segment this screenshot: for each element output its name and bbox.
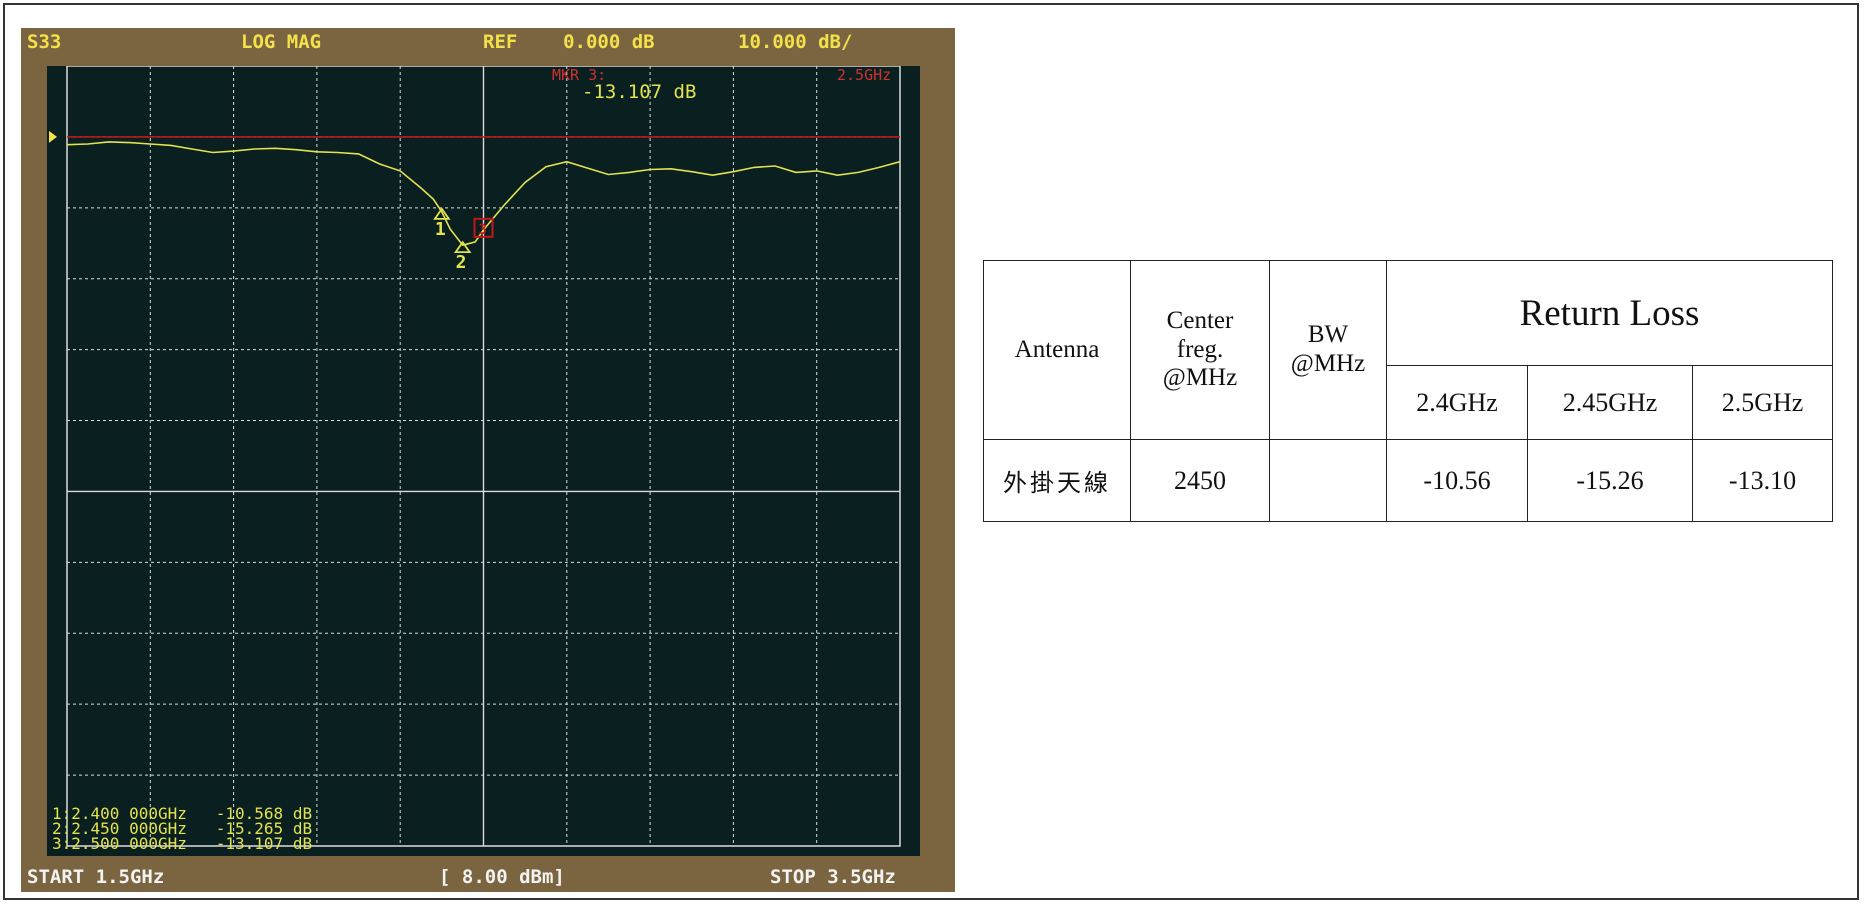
start-frequency-label: START 1.5GHz: [27, 866, 165, 888]
scale-label: 10.000 dB/: [738, 31, 853, 53]
cell-rl-2-45: -15.26: [1527, 439, 1693, 522]
table-row: 外掛天線 2450 -10.56 -15.26 -13.10: [983, 439, 1833, 522]
header-center-freq-line3: @MHz: [1162, 364, 1238, 392]
format-label: LOG MAG: [241, 31, 322, 53]
cell-center-freq: 2450: [1130, 439, 1270, 522]
header-freq-2-45: 2.45GHz: [1527, 365, 1693, 440]
stop-frequency-label: STOP 3.5GHz: [770, 866, 896, 888]
marker-table-row-1: 1:2.400 000GHz -10.568 dB: [52, 804, 312, 823]
header-freq-2-4: 2.4GHz: [1386, 365, 1528, 440]
marker-readout-freq: 2.5GHz: [837, 66, 891, 84]
ref-label: REF 0.000 dB: [483, 31, 655, 53]
marker-table-row-3: 3:2.500 000GHz -13.107 dB: [52, 834, 312, 853]
marker-readout-value: -13.107 dB: [582, 81, 696, 103]
marker-3-label: 3: [479, 222, 487, 238]
header-center-freq-line1: Center: [1166, 306, 1234, 334]
page-frame: [3, 3, 1859, 900]
marker-3-icon: [473, 217, 494, 238]
header-bw-line1: BW: [1307, 321, 1349, 349]
marker-readout-label: MKR 3:: [552, 66, 606, 84]
marker-1-icon: [433, 207, 451, 220]
cell-rl-2-5: -13.10: [1692, 439, 1833, 522]
sparam-label: S33: [27, 31, 62, 53]
cell-bw: [1269, 439, 1387, 522]
header-bw: BW @MHz: [1269, 260, 1387, 440]
marker-2-icon: [453, 240, 472, 254]
header-bw-line2: @MHz: [1290, 350, 1366, 377]
trace-plot: 123 MKR 3: -13.107 dB 2.5GHz 1:2.400 000…: [49, 65, 901, 853]
header-center-freq-line2: freg.: [1176, 335, 1224, 363]
marker-table-row-2: 2:2.450 000GHz -15.265 dB: [52, 819, 312, 838]
cell-rl-2-4: -10.56: [1386, 439, 1528, 522]
header-antenna: Antenna: [983, 260, 1131, 440]
header-freq-2-5: 2.5GHz: [1692, 365, 1833, 440]
header-return-loss: Return Loss: [1386, 260, 1833, 366]
s33-trace: [66, 141, 901, 247]
reference-arrow-icon: [49, 130, 57, 143]
return-loss-table: Antenna Center freg. @MHz BW @MHz Return…: [983, 260, 1833, 522]
marker-1-label: 1: [435, 219, 446, 240]
marker-2-label: 2: [456, 252, 467, 273]
header-center-freq: Center freg. @MHz: [1130, 260, 1270, 440]
cell-antenna: 外掛天線: [983, 439, 1131, 522]
power-label: [ 8.00 dBm]: [439, 866, 565, 888]
